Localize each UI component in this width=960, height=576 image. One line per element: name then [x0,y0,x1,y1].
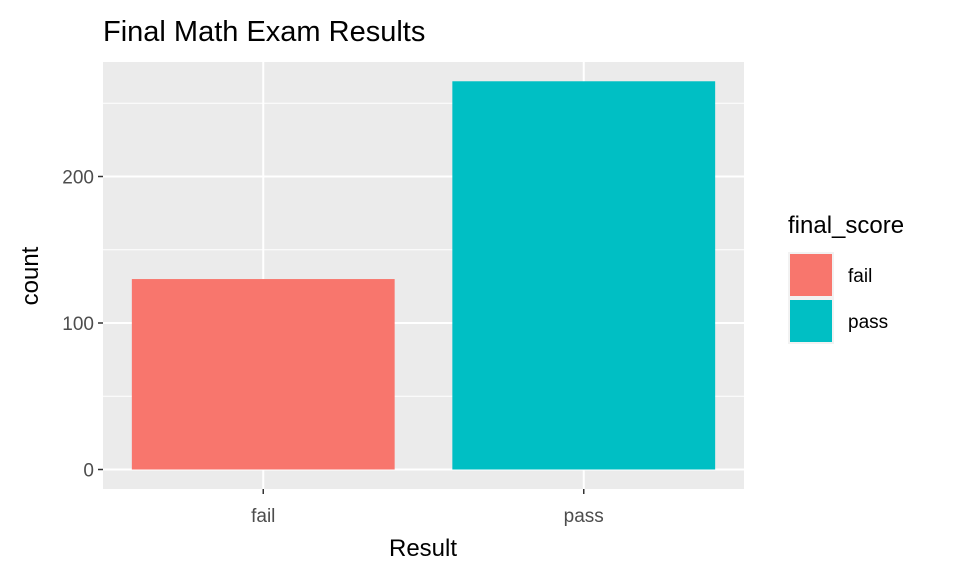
legend-keys: fail pass [788,252,888,344]
chart-title: Final Math Exam Results [103,16,425,48]
bar-pass [452,81,716,470]
legend-title: final_score [788,212,904,239]
legend: final_score fail pass [788,212,904,344]
y-axis-title: count [17,246,44,305]
legend-label-fail: fail [848,266,872,287]
x-axis-ticks: fail pass [251,489,604,527]
x-axis-title: Result [389,535,457,562]
bars [131,81,716,470]
bar-fail [131,279,395,470]
x-tick-label: fail [251,506,275,527]
y-tick-label: 0 [83,461,94,482]
legend-label-pass: pass [848,312,888,333]
legend-swatch-fail [790,254,832,296]
y-axis-ticks: 0 100 200 [62,168,103,482]
y-tick-label: 200 [62,168,94,189]
legend-swatch-pass [790,300,832,342]
y-tick-label: 100 [62,314,94,335]
x-tick-label: pass [564,506,604,527]
